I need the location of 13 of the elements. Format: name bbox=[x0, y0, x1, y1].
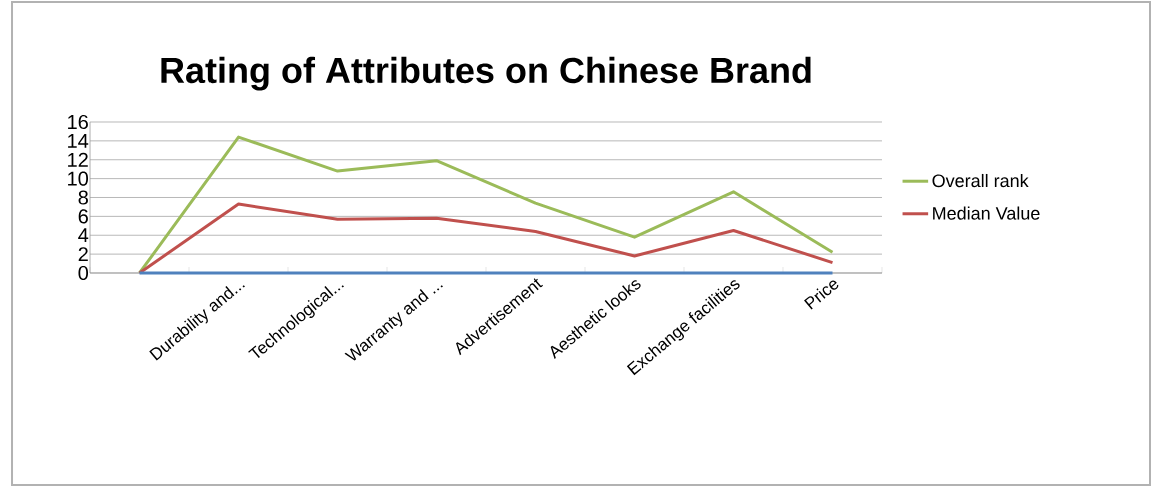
y-tick-label: 16 bbox=[68, 114, 88, 130]
y-tick-label: 0 bbox=[78, 265, 89, 281]
y-tick-label: 12 bbox=[68, 152, 88, 167]
y-tick-label: 10 bbox=[68, 171, 89, 186]
y-tick-label: 6 bbox=[78, 209, 88, 224]
legend-label: Median Value bbox=[933, 206, 1040, 220]
chart-title: Rating of Attributes on Chinese Brand bbox=[161, 56, 811, 91]
y-tick-label: 14 bbox=[68, 133, 89, 148]
line-series bbox=[138, 202, 834, 275]
legend-label: Overall rank bbox=[932, 173, 1029, 188]
y-tick-label: 8 bbox=[78, 190, 88, 205]
y-tick-label: 4 bbox=[78, 228, 89, 243]
y-tick-label: 2 bbox=[78, 247, 88, 262]
